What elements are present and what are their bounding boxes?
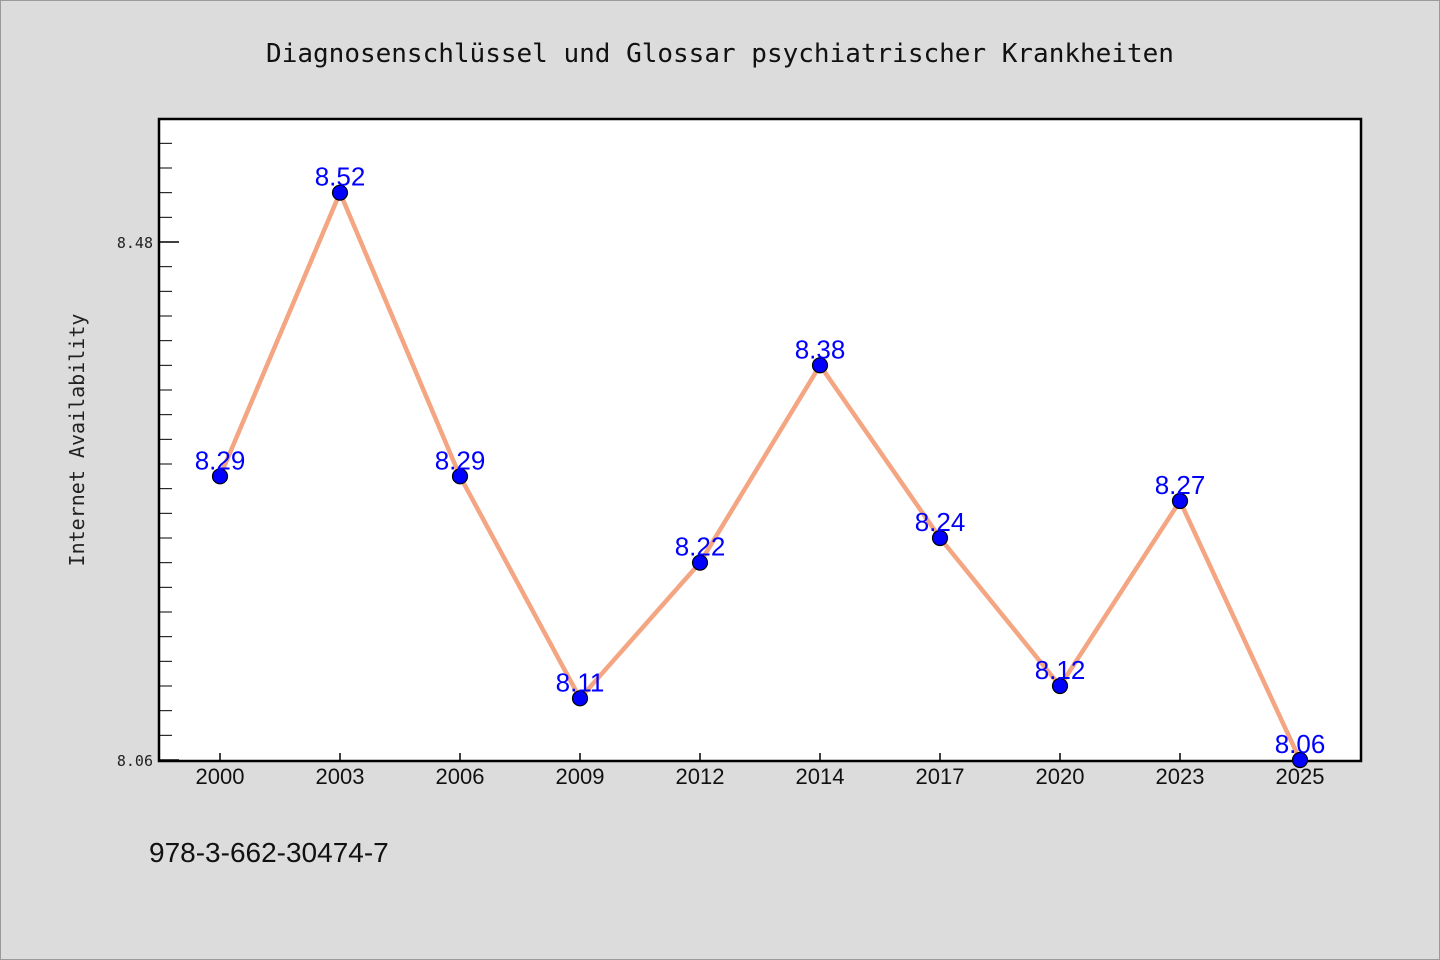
data-point [691,554,709,571]
x-tick-label: 2017 [916,764,965,789]
data-label: 8.38 [795,334,846,364]
y-tick-label: 8.06 [117,752,153,770]
x-tick-label: 2020 [1036,764,1085,789]
y-axis-label: Internet Availability [65,314,89,567]
x-tick-label: 2012 [676,764,725,789]
data-point [211,468,229,485]
data-label: 8.27 [1155,470,1206,500]
x-tick-label: 2000 [196,764,245,789]
data-markers [211,184,1309,769]
x-tick-label: 2009 [556,764,605,789]
isbn-footnote: 978-3-662-30474-7 [149,837,389,868]
x-tick-label: 2023 [1156,764,1205,789]
x-tick-label: 2006 [436,764,485,789]
y-axis-ticks: 8.06 8.48 [117,234,179,770]
x-tick-label: 2025 [1276,764,1325,789]
data-point [331,184,349,201]
data-label: 8.29 [195,445,246,475]
series-line-group [217,190,1303,761]
data-label: 8.24 [915,507,966,537]
data-label: 8.12 [1035,655,1086,685]
x-tick-label: 2003 [316,764,365,789]
x-axis-ticks: 2000 2003 2006 2009 2012 2014 2017 2020 2023 2025 [196,753,1325,789]
data-label: 8.52 [315,162,366,192]
chart-title: Diagnosenschlüssel und Glossar psychiatr… [266,39,1174,69]
data-point [811,357,829,374]
data-label: 8.06 [1275,729,1326,759]
y-tick-label: 8.48 [117,234,153,252]
data-point [1291,751,1309,769]
data-labels: 8.29 8.52 8.29 8.11 8.22 8.38 8.24 8.12 8.27 8.06 [195,162,1326,759]
data-point [1171,492,1189,510]
x-tick-label: 2014 [796,764,845,789]
data-label: 8.11 [556,667,605,697]
series-line [217,190,1303,761]
plot-area [157,117,1363,763]
data-point [931,529,949,547]
data-label: 8.22 [675,532,726,562]
data-label: 8.29 [435,445,486,475]
data-point [571,690,589,707]
data-point [451,468,469,485]
data-point [1051,677,1069,695]
